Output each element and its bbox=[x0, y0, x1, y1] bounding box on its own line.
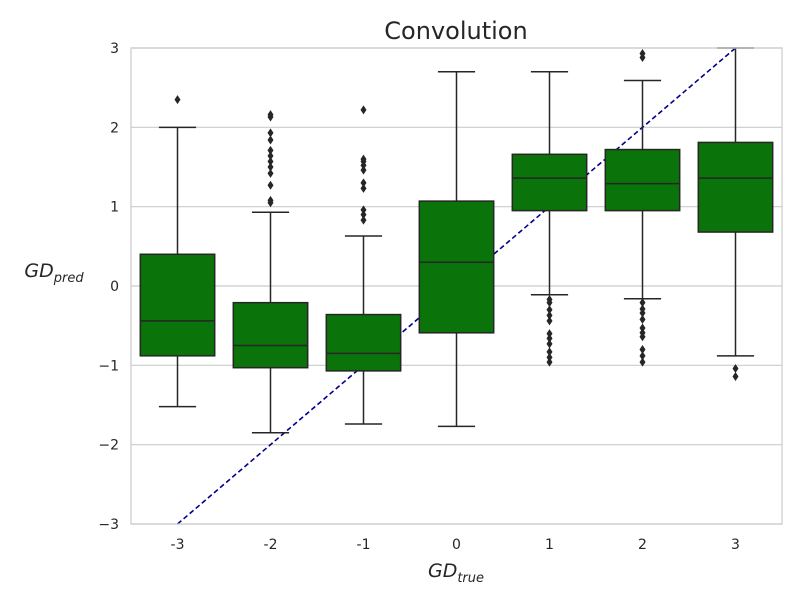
x-tick-label: 2 bbox=[638, 537, 647, 553]
box-group bbox=[139, 95, 216, 408]
outlier-point bbox=[546, 305, 553, 315]
iqr-box bbox=[511, 153, 588, 212]
iqr-box bbox=[418, 200, 495, 334]
x-tick-label: 0 bbox=[452, 537, 461, 553]
outlier-point bbox=[360, 154, 367, 164]
iqr-box bbox=[232, 301, 309, 369]
outlier-point bbox=[360, 165, 367, 175]
boxes-layer bbox=[139, 47, 774, 434]
outlier-point bbox=[267, 180, 274, 190]
outlier-point bbox=[546, 316, 553, 326]
y-tick-label: −1 bbox=[98, 358, 119, 374]
outlier-point bbox=[546, 310, 553, 320]
outlier-point bbox=[639, 49, 646, 59]
x-tick-label: -2 bbox=[264, 537, 278, 553]
outlier-point bbox=[639, 357, 646, 367]
outlier-point bbox=[639, 351, 646, 361]
outlier-point bbox=[360, 105, 367, 115]
y-axis-label-sub: pred bbox=[53, 271, 85, 286]
x-axis-label-main: GD bbox=[428, 560, 457, 582]
outlier-point bbox=[639, 298, 646, 308]
outlier-point bbox=[267, 195, 274, 205]
outlier-point bbox=[360, 205, 367, 215]
y-tick-label: 0 bbox=[110, 279, 119, 295]
outlier-point bbox=[267, 128, 274, 138]
outlier-point bbox=[267, 135, 274, 145]
outlier-point bbox=[267, 145, 274, 155]
outlier-point bbox=[546, 339, 553, 349]
outlier-point bbox=[360, 210, 367, 220]
outlier-point bbox=[546, 298, 553, 308]
outlier-point bbox=[267, 156, 274, 166]
outlier-point bbox=[639, 314, 646, 324]
outlier-point bbox=[639, 308, 646, 318]
outlier-point bbox=[267, 151, 274, 161]
box-group bbox=[604, 49, 681, 367]
y-tick-label: −3 bbox=[98, 517, 119, 533]
y-tick-label: 1 bbox=[110, 200, 119, 216]
x-tick-label: -1 bbox=[357, 537, 371, 553]
x-tick-labels: -3 -2 -1 0 1 2 3 bbox=[171, 537, 740, 553]
outlier-point bbox=[732, 364, 739, 374]
x-tick-label: 1 bbox=[545, 537, 554, 553]
x-axis-label-sub: true bbox=[457, 571, 484, 586]
x-tick-label: 3 bbox=[731, 537, 740, 553]
outlier-point bbox=[267, 168, 274, 178]
outlier-point bbox=[174, 95, 181, 105]
y-tick-labels: −3 −2 −1 0 1 2 3 bbox=[98, 41, 119, 533]
y-axis-label-main: GD bbox=[24, 260, 53, 282]
box-group bbox=[511, 71, 588, 367]
outlier-point bbox=[360, 215, 367, 225]
outlier-point bbox=[546, 357, 553, 367]
outlier-point bbox=[546, 347, 553, 357]
plot-frame bbox=[130, 47, 783, 525]
outlier-point bbox=[360, 178, 367, 188]
box-group bbox=[325, 105, 402, 425]
iqr-box bbox=[139, 253, 216, 357]
outlier-point bbox=[639, 344, 646, 354]
x-tick-label: -3 bbox=[171, 537, 185, 553]
outlier-point bbox=[360, 183, 367, 193]
x-axis-label: GDtrue bbox=[428, 560, 484, 586]
box-group bbox=[418, 71, 495, 428]
y-axis-label: GDpred bbox=[24, 260, 84, 286]
outlier-point bbox=[546, 352, 553, 362]
chart-title: Convolution bbox=[384, 17, 527, 45]
y-tick-label: −2 bbox=[98, 438, 119, 454]
box-group bbox=[697, 47, 774, 381]
outlier-point bbox=[732, 371, 739, 381]
y-tick-label: 2 bbox=[110, 120, 119, 136]
outlier-point bbox=[639, 332, 646, 342]
iqr-box bbox=[325, 313, 402, 372]
outlier-point bbox=[546, 329, 553, 339]
iqr-box bbox=[697, 141, 774, 233]
outlier-point bbox=[267, 162, 274, 172]
outlier-point bbox=[639, 323, 646, 333]
iqr-box bbox=[604, 148, 681, 212]
outlier-point bbox=[267, 110, 274, 120]
box-group bbox=[232, 110, 309, 434]
outlier-point bbox=[546, 333, 553, 343]
y-tick-label: 3 bbox=[110, 41, 119, 57]
